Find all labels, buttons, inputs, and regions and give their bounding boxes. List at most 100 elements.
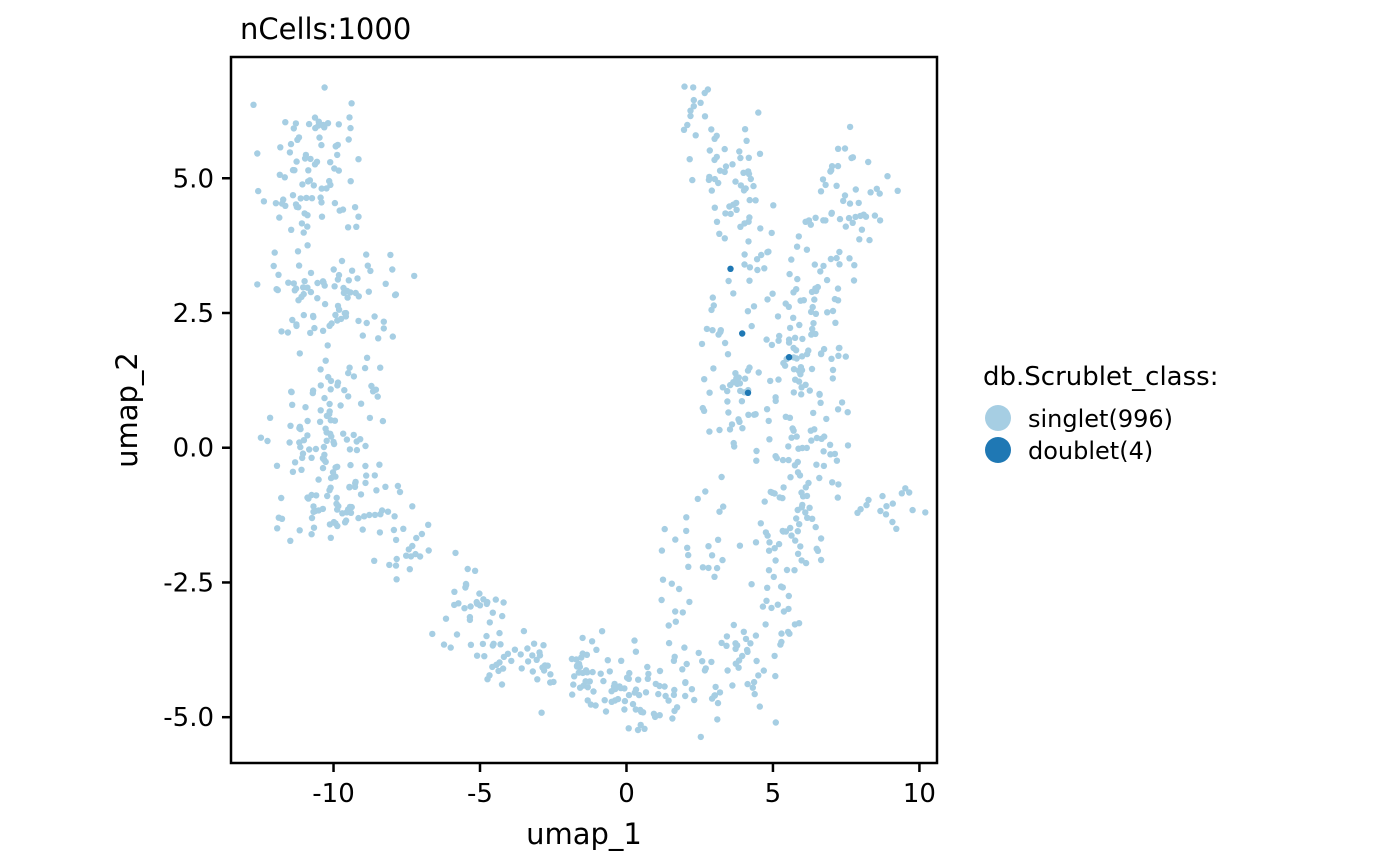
singlet-point — [709, 294, 716, 301]
doublet-point — [739, 330, 746, 337]
singlet-point — [713, 218, 721, 225]
singlet-point — [772, 672, 779, 680]
singlet-point — [288, 388, 295, 396]
singlet-point — [359, 526, 366, 533]
singlet-point — [716, 167, 724, 174]
singlet-point — [257, 434, 265, 441]
singlet-point — [442, 615, 450, 622]
singlet-point — [508, 657, 515, 665]
singlet-point — [824, 309, 831, 316]
x-axis-label: umap_1 — [526, 817, 642, 851]
singlet-point — [833, 182, 840, 189]
singlet-point — [851, 262, 858, 269]
singlet-point — [354, 275, 361, 282]
singlet-point — [809, 303, 816, 311]
singlet-point — [311, 161, 319, 168]
singlet-point — [811, 261, 818, 268]
singlet-point — [324, 492, 331, 500]
singlet-point — [862, 213, 870, 220]
singlet-point — [312, 124, 319, 132]
singlet-point — [386, 561, 393, 569]
singlet-point — [316, 134, 323, 141]
singlet-point — [347, 124, 354, 132]
singlet-point — [803, 444, 810, 452]
singlet-point — [808, 365, 816, 373]
singlet-point — [345, 136, 352, 143]
singlet-point — [569, 691, 576, 698]
singlet-point — [471, 567, 479, 574]
singlet-point — [403, 552, 410, 559]
singlet-point — [277, 144, 284, 151]
singlet-point — [307, 269, 315, 277]
singlet-point — [540, 667, 548, 674]
singlet-point — [598, 628, 606, 635]
singlet-point — [838, 399, 846, 406]
singlet-point — [496, 659, 503, 666]
singlet-point — [834, 285, 842, 292]
singlet-point — [306, 446, 313, 453]
singlet-point — [308, 514, 316, 522]
singlet-point — [730, 439, 737, 447]
singlet-point — [817, 350, 825, 357]
singlet-point — [775, 337, 782, 344]
singlet-point — [855, 199, 862, 207]
singlet-point — [304, 494, 311, 501]
singlet-point — [331, 199, 339, 207]
singlet-point — [312, 445, 320, 453]
singlet-point — [346, 114, 353, 121]
singlet-point — [804, 514, 811, 521]
singlet-point — [836, 344, 843, 352]
singlet-point — [498, 681, 506, 688]
singlet-point — [763, 597, 770, 604]
singlet-point — [721, 145, 728, 153]
singlet-point — [584, 697, 591, 704]
singlet-point — [756, 703, 763, 710]
singlet-point — [863, 501, 870, 509]
singlet-point — [802, 559, 810, 567]
singlet-point — [790, 366, 798, 373]
singlet-point — [406, 566, 413, 573]
singlet-point — [668, 580, 675, 587]
singlet-point — [602, 708, 610, 715]
singlet-point — [699, 658, 706, 665]
singlet-point — [768, 341, 776, 349]
singlet-point — [758, 251, 765, 259]
singlet-point — [798, 384, 805, 391]
singlet-point — [746, 196, 753, 204]
singlet-point — [380, 325, 387, 332]
singlet-point — [346, 364, 353, 371]
singlet-point — [273, 462, 281, 469]
singlet-point — [727, 210, 734, 218]
singlet-point — [357, 400, 365, 407]
singlet-point — [371, 557, 378, 564]
singlet-point — [372, 386, 380, 393]
singlet-point — [809, 325, 816, 333]
singlet-point — [756, 150, 764, 157]
singlet-point — [792, 347, 800, 354]
singlet-point — [363, 251, 370, 258]
singlet-point — [687, 112, 694, 120]
singlet-point — [382, 483, 389, 490]
singlet-point — [690, 84, 697, 91]
singlet-point — [742, 635, 750, 643]
singlet-point — [299, 450, 307, 457]
singlet-point — [363, 472, 370, 479]
singlet-point — [844, 409, 851, 416]
singlet-point — [294, 136, 301, 143]
singlet-point — [698, 340, 706, 348]
singlet-point — [719, 556, 726, 564]
singlet-point — [726, 203, 733, 210]
singlet-point — [715, 331, 722, 338]
singlet-point — [600, 677, 607, 685]
singlet-point — [794, 469, 802, 476]
singlet-point — [836, 215, 844, 223]
singlet-point — [376, 529, 384, 536]
singlet-point — [300, 311, 307, 319]
singlet-point — [793, 286, 800, 293]
singlet-point — [785, 592, 792, 600]
singlet-point — [765, 417, 772, 425]
singlet-point — [658, 596, 665, 604]
singlet-point — [762, 529, 770, 536]
singlet-point — [467, 603, 474, 610]
